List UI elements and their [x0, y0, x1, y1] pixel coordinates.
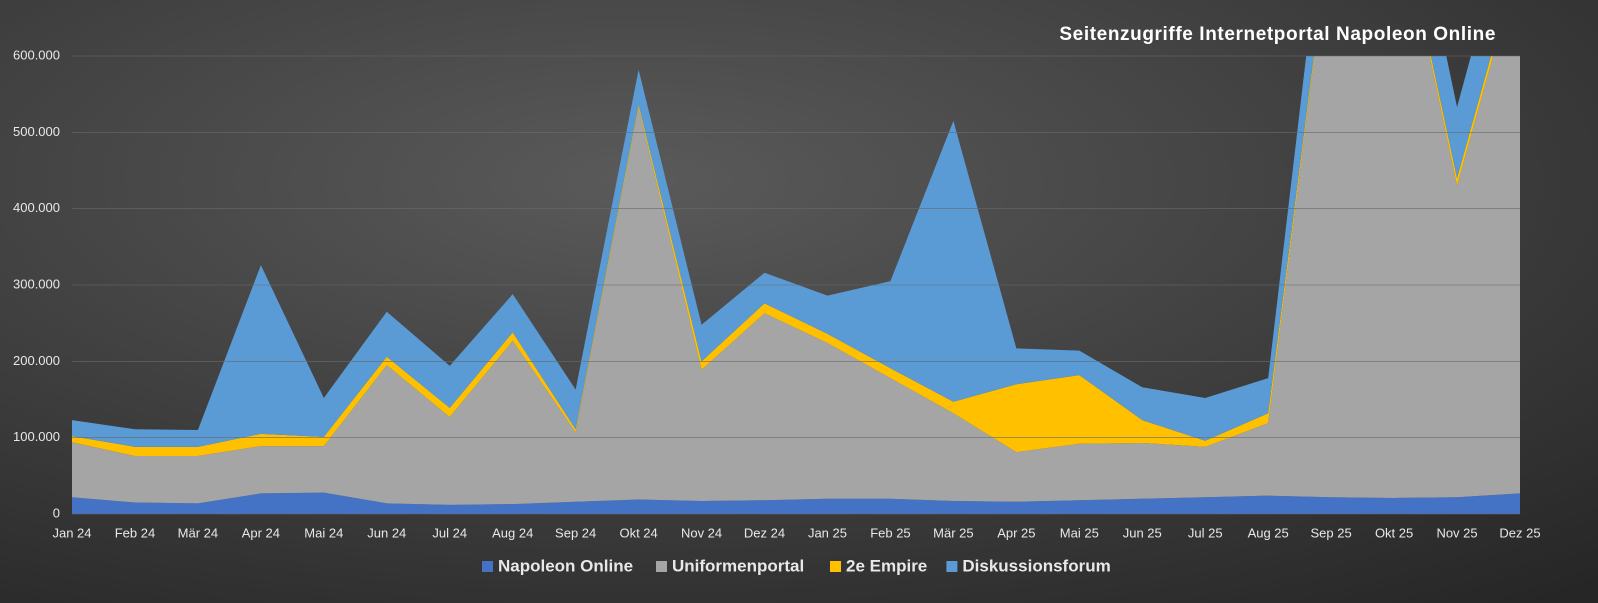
y-tick-label: 500.000 [13, 124, 60, 139]
x-tick-label: Apr 25 [997, 525, 1035, 540]
x-tick-label: Mär 25 [933, 525, 973, 540]
x-tick-label: Okt 24 [619, 525, 657, 540]
x-tick-label: Mai 24 [304, 525, 343, 540]
legend-label: Napoleon Online [498, 556, 633, 575]
legend-swatch [656, 561, 667, 572]
x-tick-label: Jul 25 [1188, 525, 1223, 540]
x-tick-label: Sep 24 [555, 525, 596, 540]
legend-swatch [946, 561, 958, 572]
y-tick-label: 100.000 [13, 429, 60, 444]
area [72, 492, 1520, 514]
x-tick-label: Jun 25 [1123, 525, 1162, 540]
legend-swatch [830, 561, 841, 572]
x-tick-label: Jun 24 [367, 525, 406, 540]
x-tick-label: Aug 24 [492, 525, 533, 540]
x-tick-label: Sep 25 [1311, 525, 1352, 540]
x-tick-label: Mai 25 [1060, 525, 1099, 540]
x-tick-label: Apr 24 [242, 525, 280, 540]
x-tick-label: Jul 24 [432, 525, 467, 540]
legend-label: Diskussionsforum [962, 556, 1110, 575]
y-tick-label: 300.000 [13, 276, 60, 291]
x-tick-label: Dez 24 [744, 525, 785, 540]
x-tick-label: Nov 24 [681, 525, 722, 540]
plot-area [72, 56, 1520, 514]
x-tick-label: Jan 25 [808, 525, 847, 540]
x-tick-label: Aug 25 [1248, 525, 1289, 540]
x-tick-label: Feb 25 [870, 525, 910, 540]
x-tick-label: Okt 25 [1375, 525, 1413, 540]
x-tick-label: Mär 24 [178, 525, 218, 540]
x-tick-label: Feb 24 [115, 525, 155, 540]
legend-swatch [482, 561, 493, 572]
x-tick-label: Nov 25 [1436, 525, 1477, 540]
x-tick-label: Jan 24 [52, 525, 91, 540]
area [72, 56, 1491, 447]
y-tick-label: 400.000 [13, 200, 60, 215]
x-tick-label: Dez 25 [1499, 525, 1540, 540]
y-tick-label: 200.000 [13, 353, 60, 368]
legend-label: Uniformenportal [672, 556, 804, 575]
area [72, 56, 1520, 505]
legend-label: 2e Empire [846, 556, 927, 575]
chart-title: Seitenzugriffe Internetportal Napoleon O… [1059, 24, 1496, 45]
y-tick-label: 0 [53, 505, 60, 520]
y-tick-label: 600.000 [13, 47, 60, 62]
